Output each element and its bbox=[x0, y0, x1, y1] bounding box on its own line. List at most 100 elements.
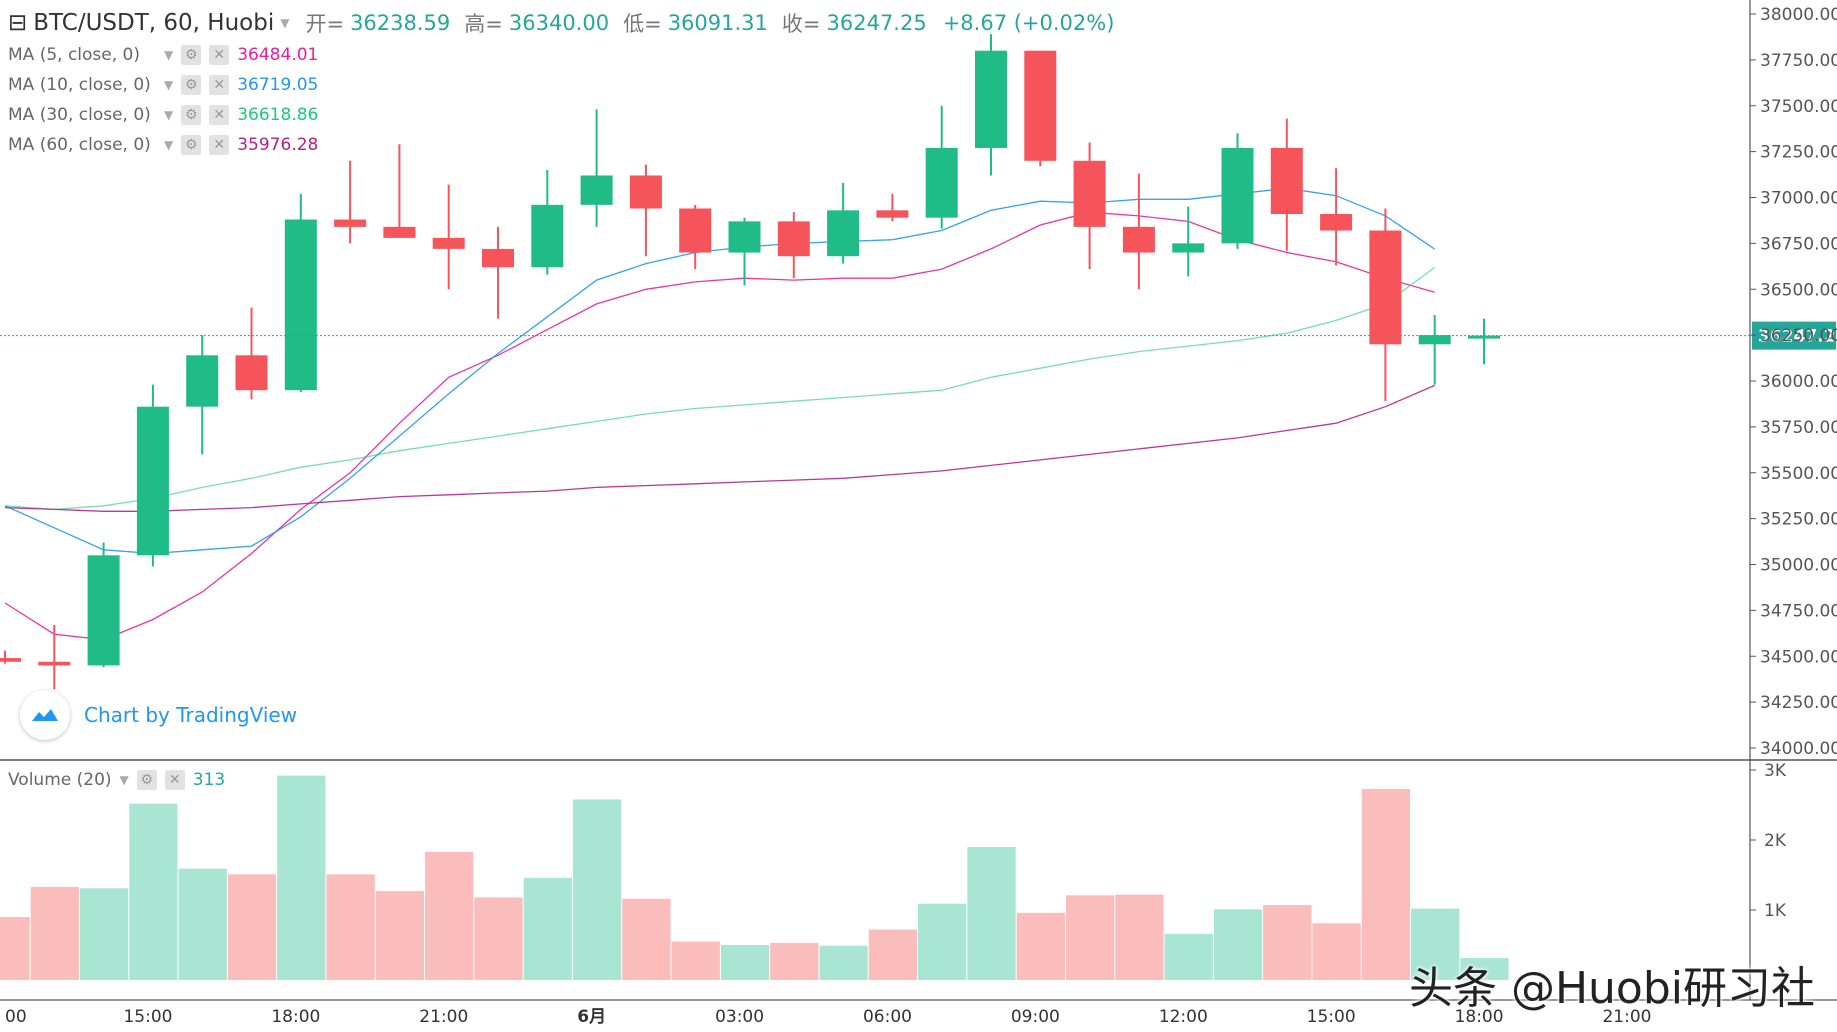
price-tick-label: 36500.00 bbox=[1760, 280, 1837, 300]
candle-body bbox=[186, 355, 219, 407]
gear-icon[interactable]: ⚙ bbox=[181, 45, 202, 65]
time-tick-label: 21:00 bbox=[419, 1007, 468, 1027]
candle-body bbox=[1270, 147, 1303, 215]
last-price-tag-label: 36247.25 bbox=[1758, 327, 1837, 347]
candle-body bbox=[1221, 147, 1254, 244]
candle-body bbox=[827, 210, 860, 257]
volume-bar bbox=[1164, 933, 1213, 980]
volume-bar bbox=[1016, 912, 1065, 980]
time-tick-label: 06:00 bbox=[863, 1007, 912, 1027]
candle-body bbox=[679, 208, 712, 253]
volume-bar bbox=[1460, 958, 1509, 980]
gear-icon[interactable]: ⚙ bbox=[181, 105, 202, 125]
price-tick-label: 35750.00 bbox=[1760, 418, 1837, 438]
chevron-down-icon[interactable]: ▼ bbox=[164, 48, 174, 62]
price-tick-label: 36250.00 bbox=[1760, 326, 1837, 346]
indicator-name[interactable]: MA (60, close, 0) bbox=[8, 135, 151, 155]
indicator-name[interactable]: MA (30, close, 0) bbox=[8, 105, 151, 125]
tradingview-badge[interactable]: Chart by TradingView bbox=[20, 690, 297, 740]
time-tick-label: 00 bbox=[5, 1007, 27, 1027]
close-icon[interactable]: ✕ bbox=[164, 770, 185, 790]
candlesticks bbox=[0, 34, 1500, 690]
gear-icon[interactable]: ⚙ bbox=[181, 75, 202, 95]
time-axis[interactable]: 00 15:00 18:00 21:00 6月 03:00 06:00 09:00 12:00 1… bbox=[5, 1007, 1651, 1027]
gear-icon[interactable]: ⚙ bbox=[181, 135, 202, 155]
candle-body bbox=[235, 355, 268, 391]
price-grid bbox=[0, 0, 1837, 1001]
volume-bar bbox=[227, 874, 277, 980]
price-tick-label: 38000.00 bbox=[1760, 5, 1837, 25]
price-tick-label: 34000.00 bbox=[1760, 739, 1837, 759]
chevron-down-icon[interactable]: ▼ bbox=[280, 16, 290, 30]
indicator-ma5[interactable]: MA (5, close, 0) ▼ ⚙ ✕ 36484.01 bbox=[8, 40, 1114, 70]
time-tick-label: 03:00 bbox=[715, 1007, 764, 1027]
time-tick-label: 18:00 bbox=[1455, 1007, 1504, 1027]
volume-bars bbox=[0, 775, 1509, 980]
volume-bar bbox=[572, 799, 622, 980]
candle-body bbox=[925, 147, 958, 218]
volume-bar bbox=[0, 917, 30, 980]
ma-line bbox=[4, 384, 1435, 512]
candle-body bbox=[1369, 230, 1402, 345]
volume-bar bbox=[375, 891, 425, 980]
volume-bar bbox=[1312, 923, 1361, 980]
candle-body bbox=[876, 210, 909, 218]
indicator-value: 35976.28 bbox=[237, 135, 319, 155]
candle-body bbox=[87, 555, 120, 666]
close-icon[interactable]: ✕ bbox=[209, 45, 230, 65]
chevron-down-icon[interactable]: ▼ bbox=[164, 78, 174, 92]
volume-bar bbox=[819, 945, 868, 980]
close-icon[interactable]: ✕ bbox=[209, 135, 230, 155]
close-icon[interactable]: ✕ bbox=[209, 105, 230, 125]
volume-bar bbox=[1213, 909, 1263, 980]
indicator-ma30[interactable]: MA (30, close, 0) ▼ ⚙ ✕ 36618.86 bbox=[8, 100, 1114, 130]
chevron-down-icon[interactable]: ▼ bbox=[164, 108, 174, 122]
indicator-ma10[interactable]: MA (10, close, 0) ▼ ⚙ ✕ 36719.05 bbox=[8, 70, 1114, 100]
price-tick-label: 35500.00 bbox=[1760, 464, 1837, 484]
volume-axis[interactable]: 3K 2K 1K bbox=[1750, 761, 1787, 921]
price-tick-label: 35000.00 bbox=[1760, 556, 1837, 576]
candle-body bbox=[1320, 214, 1353, 231]
volume-name[interactable]: Volume (20) bbox=[8, 770, 112, 790]
volume-value: 313 bbox=[192, 770, 226, 790]
volume-bar bbox=[129, 803, 178, 980]
price-tick-label: 34250.00 bbox=[1760, 693, 1837, 713]
close-value: 36247.25 bbox=[826, 11, 927, 35]
indicator-name[interactable]: MA (5, close, 0) bbox=[8, 45, 140, 65]
gear-icon[interactable]: ⚙ bbox=[136, 770, 157, 790]
indicator-name[interactable]: MA (10, close, 0) bbox=[8, 75, 151, 95]
volume-bar bbox=[671, 941, 720, 980]
close-icon[interactable]: ✕ bbox=[209, 75, 230, 95]
candle-body bbox=[38, 661, 71, 666]
candle-body bbox=[1024, 50, 1057, 161]
volume-bar bbox=[918, 903, 967, 980]
candle-body bbox=[777, 221, 810, 257]
price-tick-label: 37750.00 bbox=[1760, 51, 1837, 71]
change-value: +8.67 (+0.02%) bbox=[942, 11, 1115, 35]
price-tick-label: 36000.00 bbox=[1760, 372, 1837, 392]
collapse-icon[interactable]: ⊟ bbox=[8, 10, 28, 36]
time-tick-label: 18:00 bbox=[271, 1007, 320, 1027]
symbol-title[interactable]: BTC/USDT, 60, Huobi bbox=[33, 10, 275, 36]
price-axis[interactable]: 38000.00 37750.00 37500.00 37250.00 37000.00… bbox=[1750, 5, 1837, 759]
chevron-down-icon[interactable]: ▼ bbox=[119, 773, 129, 787]
ma-line bbox=[4, 266, 1436, 511]
time-tick-label: 12:00 bbox=[1159, 1007, 1208, 1027]
chevron-down-icon[interactable]: ▼ bbox=[164, 138, 174, 152]
volume-tick-label: 1K bbox=[1764, 901, 1787, 921]
close-label: 收= bbox=[781, 12, 821, 36]
volume-legend: Volume (20) ▼ ⚙ ✕ 313 bbox=[8, 770, 225, 790]
volume-bar bbox=[1115, 894, 1164, 980]
indicator-value: 36719.05 bbox=[237, 75, 319, 95]
candle-body bbox=[284, 219, 317, 391]
time-tick-label: 21:00 bbox=[1602, 1007, 1651, 1027]
indicator-ma60[interactable]: MA (60, close, 0) ▼ ⚙ ✕ 35976.28 bbox=[8, 130, 1114, 160]
volume-bar bbox=[326, 874, 375, 980]
tradingview-label[interactable]: Chart by TradingView bbox=[84, 703, 298, 727]
candle-body bbox=[1468, 335, 1500, 339]
low-label: 低= bbox=[623, 12, 662, 36]
candle-body bbox=[975, 50, 1007, 148]
candle-body bbox=[1172, 243, 1205, 253]
candle-body bbox=[383, 226, 416, 238]
